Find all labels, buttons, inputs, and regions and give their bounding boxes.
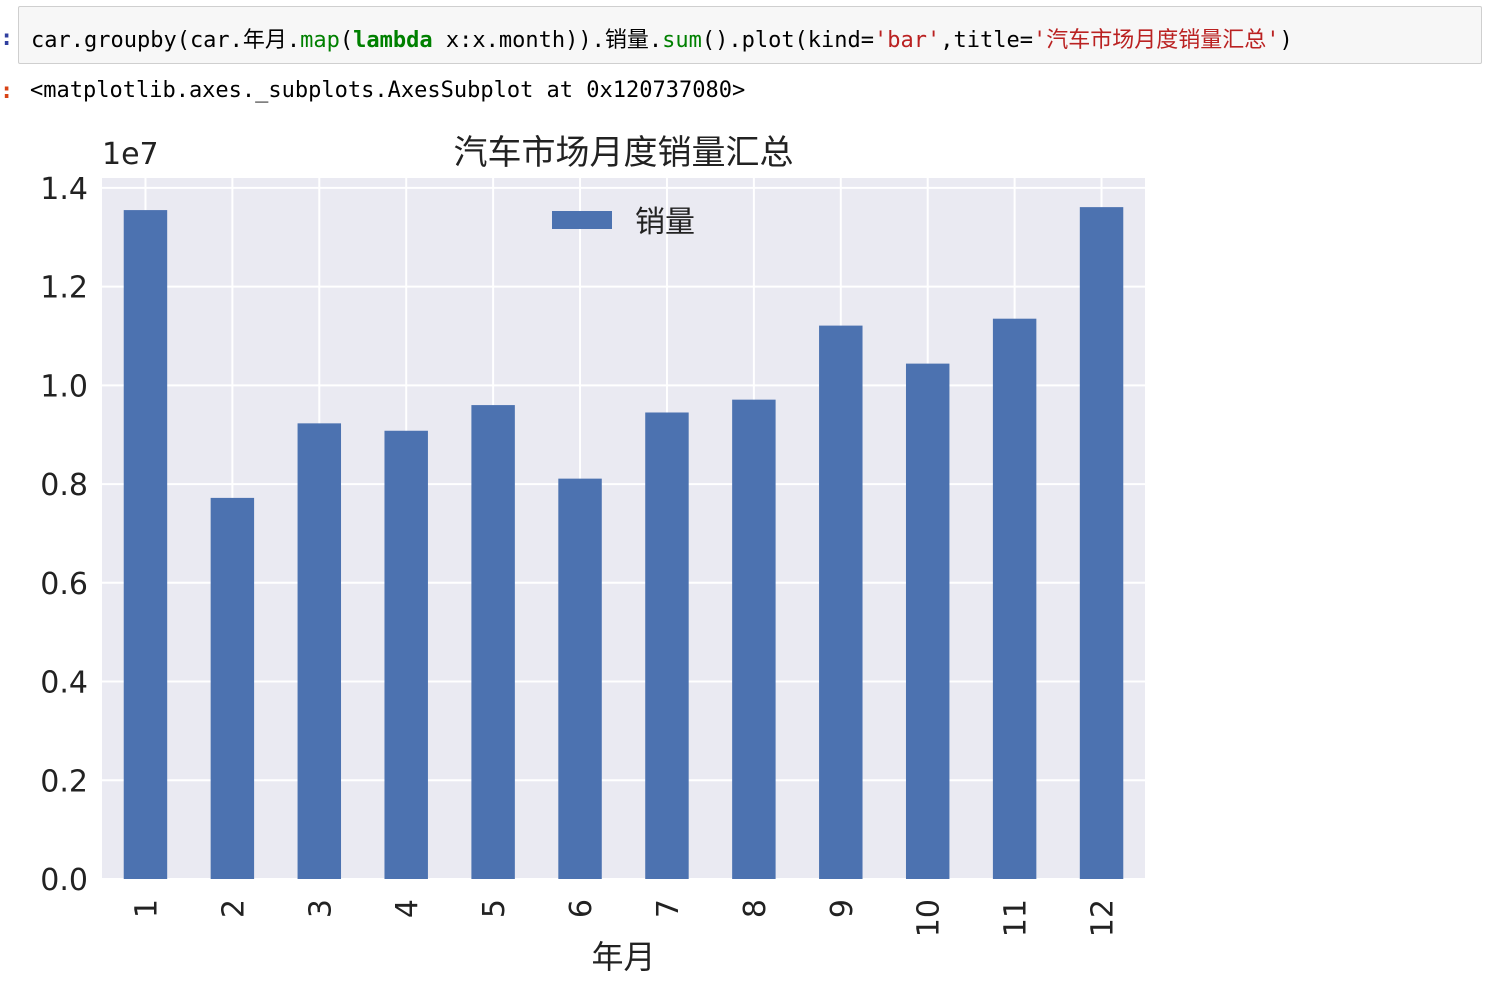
code-token: ( — [339, 28, 354, 53]
code-token: ,title= — [940, 28, 1033, 53]
bar-chart: 0.00.20.40.60.81.01.21.41 2 3 4 5 6 7 8 9 10 11 121… — [40, 133, 1145, 976]
bar-month-2 — [210, 497, 255, 879]
x-tick-label: 4 — [390, 899, 425, 918]
y-tick-label: 0.2 — [40, 764, 88, 799]
chart-title: 汽车市场月度销量汇总 — [454, 133, 794, 173]
axis-offset-label: 1e7 — [102, 137, 159, 172]
x-tick-label: 9 — [825, 899, 860, 918]
bar-month-9 — [819, 325, 863, 879]
y-tick-label: 0.4 — [40, 666, 88, 701]
y-tick-label: 0.8 — [40, 468, 88, 503]
bar-month-10 — [905, 363, 950, 879]
bar-month-12 — [1079, 207, 1124, 880]
x-tick-label: 2 — [216, 899, 251, 918]
code-line[interactable]: car.groupby(car.年月.map(lambda x:x.month)… — [31, 22, 1293, 54]
code-token: ) — [1279, 28, 1293, 53]
input-prompt: : — [0, 26, 14, 51]
legend-label: 销量 — [635, 205, 695, 240]
output-repr-text: <matplotlib.axes._subplots.AxesSubplot a… — [30, 78, 746, 103]
x-tick-label: 12 — [1086, 899, 1121, 937]
x-tick-label: 1 — [129, 899, 164, 918]
code-cell-input[interactable]: car.groupby(car.年月.map(lambda x:x.month)… — [18, 6, 1482, 64]
y-tick-label: 1.0 — [40, 369, 88, 404]
bar-month-7 — [645, 412, 689, 879]
y-tick-label: 0.0 — [40, 863, 88, 898]
x-tick-label: 3 — [303, 899, 338, 918]
code-token: car.groupby(car.年月. — [31, 28, 301, 53]
x-tick-label: 5 — [477, 899, 512, 918]
plot-area — [102, 178, 1145, 879]
y-tick-label: 1.4 — [40, 172, 88, 207]
code-token-keyword: lambda — [353, 28, 433, 53]
bar-month-1 — [123, 210, 168, 880]
bar-month-3 — [297, 423, 342, 879]
x-tick-label: 10 — [912, 899, 947, 937]
bar-month-4 — [384, 430, 428, 879]
output-prompt: : — [0, 79, 14, 104]
y-tick-label: 1.2 — [40, 271, 88, 306]
x-tick-label: 7 — [651, 899, 686, 918]
legend-swatch — [552, 211, 612, 229]
bar-month-8 — [732, 399, 776, 879]
y-tick-label: 0.6 — [40, 567, 88, 602]
code-token-string: '汽车市场月度销量汇总' — [1032, 28, 1280, 53]
bar-month-5 — [471, 405, 515, 879]
code-token-function: sum — [662, 28, 702, 53]
code-token: ().plot(kind= — [701, 28, 875, 53]
code-token-function: map — [300, 28, 340, 53]
code-token-string: 'bar' — [874, 28, 941, 53]
plot-output: 0.0 0.2 0.4 0.6 0.8 1.0 1.2 1.4 1 2 3 4 5 6 7 8 9 10 11 12 1… — [0, 120, 1200, 984]
x-tick-label: 6 — [564, 899, 599, 918]
x-tick-label: 11 — [999, 899, 1034, 937]
x-axis-label: 年月 — [591, 938, 655, 976]
bar-month-6 — [558, 478, 602, 879]
code-token: x:x.month)).销量. — [432, 28, 663, 53]
bar-month-11 — [992, 318, 1037, 879]
x-tick-label: 8 — [738, 899, 773, 918]
